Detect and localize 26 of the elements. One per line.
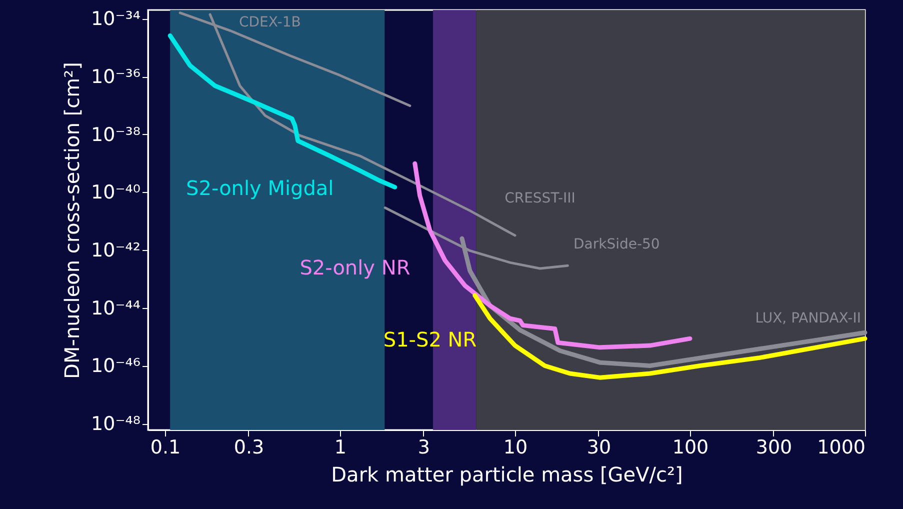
- y-axis-title: DM-nucleon cross-section [cm²]: [60, 62, 84, 379]
- y-tick-label: 10⁻⁴²: [91, 240, 140, 262]
- x-tick-label: 100: [672, 436, 709, 458]
- x-tick-label: 1000: [817, 436, 866, 458]
- series-label: S2-only NR: [300, 255, 410, 280]
- y-tick-label: 10⁻⁴⁸: [91, 413, 140, 436]
- x-tick-label: 3: [418, 436, 430, 458]
- series-label: S2-only Migdal: [186, 176, 334, 200]
- x-tick-label: 10: [503, 436, 528, 458]
- series-label: CDEX-1B: [238, 14, 301, 31]
- y-tick-label: 10⁻³⁸: [91, 124, 140, 146]
- series-label: DarkSide-50: [573, 236, 660, 253]
- y-tick-label: 10⁻⁴⁰: [91, 182, 140, 204]
- x-tick-label: 0.3: [234, 436, 264, 458]
- series-label: LUX, PANDAX-II: [755, 310, 861, 327]
- y-tick-label: 10⁻³⁶: [91, 66, 140, 88]
- series-label: CRESST-III: [504, 190, 576, 206]
- y-tick-label: 10⁻⁴⁴: [91, 297, 141, 320]
- x-tick-label: 30: [586, 436, 612, 458]
- series-label: S1-S2 NR: [383, 328, 477, 352]
- y-tick-label: 10⁻³⁴: [91, 8, 141, 30]
- x-axis-title: Dark matter particle mass [GeV/c²]: [331, 462, 683, 486]
- x-tick-label: 300: [756, 436, 792, 458]
- x-tick-label: 0.1: [150, 436, 181, 458]
- x-tick-label: 1: [334, 436, 347, 458]
- y-tick-label: 10⁻⁴⁶: [91, 355, 140, 378]
